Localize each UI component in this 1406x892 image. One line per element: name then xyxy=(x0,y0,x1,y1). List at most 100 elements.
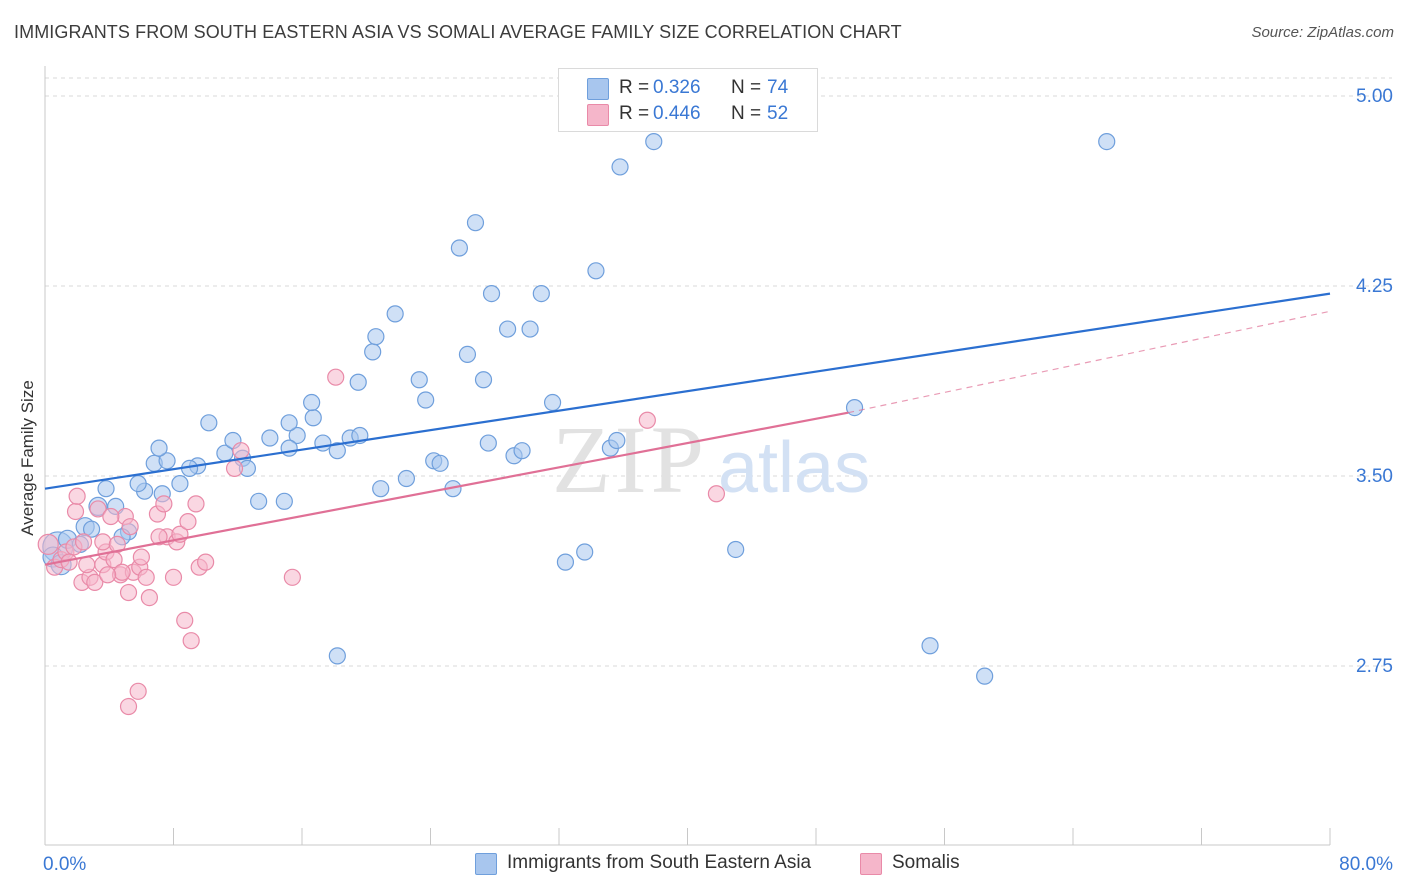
scatter-point-pink xyxy=(66,502,85,521)
scatter-point-blue xyxy=(171,475,189,493)
scatter-point-blue xyxy=(645,133,663,151)
scatter-point-blue xyxy=(479,434,497,452)
y-tick-label: 5.00 xyxy=(1356,86,1393,107)
scatter-point-blue xyxy=(513,442,531,460)
scatter-point-blue xyxy=(386,305,404,323)
y-tick-label: 2.75 xyxy=(1356,656,1393,677)
scatter-point-blue xyxy=(466,214,485,232)
scatter-point-pink xyxy=(197,553,215,571)
scatter-point-pink xyxy=(68,487,86,505)
scatter-point-pink xyxy=(187,495,205,513)
scatter-point-pink xyxy=(121,518,139,536)
scatter-point-blue xyxy=(328,647,346,665)
scatter-point-blue xyxy=(727,540,745,559)
scatter-point-pink xyxy=(129,682,147,700)
scatter-point-blue xyxy=(280,439,298,457)
x-tick-label: 0.0% xyxy=(43,854,86,875)
scatter-point-pink xyxy=(86,573,104,592)
scatter-point-blue xyxy=(410,371,428,389)
scatter-point-blue xyxy=(556,553,575,571)
scatter-point-pink xyxy=(132,548,150,566)
scatter-point-blue xyxy=(97,480,115,498)
scatter-point-blue xyxy=(431,454,449,472)
scatter-point-pink xyxy=(74,533,93,551)
scatter-point-blue xyxy=(576,543,594,561)
legend-n-label: N = xyxy=(731,77,762,98)
scatter-point-pink xyxy=(155,495,173,513)
scatter-point-pink xyxy=(94,533,112,551)
scatter-point-pink xyxy=(283,568,301,586)
scatter-point-pink xyxy=(119,697,138,716)
trend-line-blue xyxy=(44,292,1331,490)
scatter-point-blue xyxy=(587,262,605,280)
scatter-point-blue xyxy=(976,667,994,685)
scatter-point-pink xyxy=(113,563,131,581)
scatter-point-blue xyxy=(129,475,147,493)
scatter-point-pink xyxy=(232,442,250,460)
y-tick-label: 3.50 xyxy=(1356,466,1393,487)
scatter-point-pink xyxy=(182,632,200,650)
watermark-atlas: atlas xyxy=(718,428,870,508)
scatter-point-blue xyxy=(499,320,517,338)
scatter-point-blue xyxy=(417,391,435,409)
scatter-point-pink xyxy=(707,485,726,503)
legend-r-label: R = xyxy=(619,77,650,98)
scatter-point-pink xyxy=(99,566,117,584)
scatter-point-blue xyxy=(532,285,550,303)
scatter-point-blue xyxy=(150,439,168,457)
scatter-point-blue xyxy=(250,492,268,510)
scatter-point-blue xyxy=(349,373,367,391)
stats-legend: R = 0.326 N = 74 R = 0.446 N = 52 xyxy=(558,68,818,132)
legend-n-value: 74 xyxy=(767,77,789,98)
y-axis-label: Average Family Size xyxy=(18,380,37,536)
scatter-point-blue xyxy=(328,442,346,460)
scatter-point-pink xyxy=(37,533,59,556)
watermark: ZIP atlas xyxy=(552,406,870,513)
scatter-point-blue xyxy=(314,434,332,452)
chart-title: IMMIGRANTS FROM SOUTH EASTERN ASIA VS SO… xyxy=(14,22,902,42)
scatter-point-blue xyxy=(200,414,218,432)
x-tick-label: 80.0% xyxy=(1339,854,1393,875)
scatter-point-pink xyxy=(78,556,96,574)
legend-swatch-blue xyxy=(587,78,609,100)
scatter-point-pink xyxy=(327,368,345,386)
scatter-point-blue xyxy=(608,431,626,450)
grid-layer xyxy=(45,77,1392,667)
legend-swatch-pink xyxy=(587,104,609,126)
scatter-point-blue xyxy=(372,480,390,498)
scatter-point-pink xyxy=(89,500,107,518)
scatter-point-blue xyxy=(921,637,939,655)
scatter-point-pink xyxy=(638,411,656,429)
scatter-point-blue xyxy=(261,429,279,447)
scatter-point-blue xyxy=(543,393,562,412)
scatter-point-blue xyxy=(474,371,493,389)
scatter-point-blue xyxy=(450,239,469,257)
axis-layer: 5.00 4.25 3.50 2.75 0.0% 80.0% xyxy=(43,66,1393,875)
chart-source: Source: ZipAtlas.com xyxy=(1251,24,1394,41)
scatter-point-blue xyxy=(158,452,176,470)
scatter-point-blue xyxy=(458,345,477,363)
scatter-point-pink xyxy=(164,568,183,586)
scatter-point-blue xyxy=(280,414,298,432)
scatter-point-blue xyxy=(367,328,385,346)
series-label-blue: Immigrants from South Eastern Asia xyxy=(507,852,812,873)
trend-layer xyxy=(44,292,1331,566)
scatter-point-blue xyxy=(1098,133,1116,151)
scatter-point-blue xyxy=(364,343,382,361)
legend-r-label: R = xyxy=(619,103,650,124)
scatter-point-pink xyxy=(176,611,194,630)
y-tick-label: 4.25 xyxy=(1356,276,1393,297)
scatter-point-blue xyxy=(275,492,293,510)
trend-line-pink xyxy=(44,411,849,566)
series-label-pink: Somalis xyxy=(892,852,960,873)
scatter-point-blue xyxy=(304,409,322,427)
scatter-point-blue xyxy=(82,520,101,538)
scatter-point-pink xyxy=(108,535,126,554)
legend-n-value: 52 xyxy=(767,103,789,124)
scatter-point-blue xyxy=(482,285,501,303)
scatter-point-blue xyxy=(845,399,864,417)
legend-n-label: N = xyxy=(731,103,762,124)
series-swatch-blue xyxy=(475,853,497,875)
scatter-point-blue xyxy=(611,158,629,176)
